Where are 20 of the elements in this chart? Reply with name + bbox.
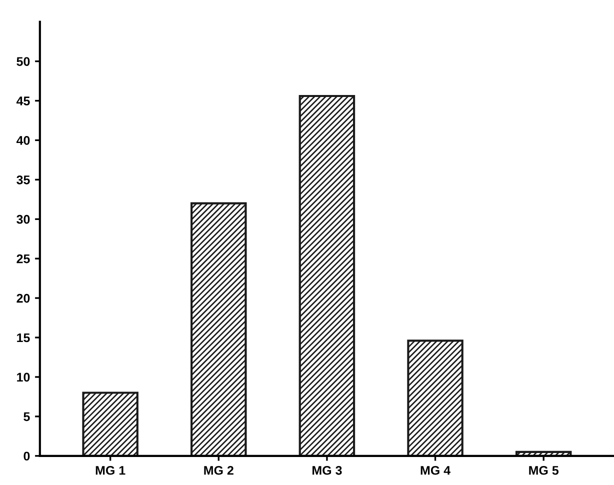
y-tick-label: 10: [17, 372, 30, 382]
bar: [298, 94, 356, 456]
y-tick-label: 30: [16, 214, 30, 224]
x-tick-label: MG 2: [204, 466, 234, 475]
x-tick-label: MG 5: [529, 466, 559, 475]
x-tick-label: MG 3: [312, 466, 342, 475]
y-tick-label: 45: [16, 96, 30, 106]
y-tick-label: 50: [16, 57, 30, 66]
y-tick-label: 40: [16, 136, 30, 145]
y-tick-label: 0: [24, 452, 30, 461]
bar: [82, 392, 138, 456]
y-tick-label: 35: [16, 175, 30, 184]
x-tick-label: MG 4: [420, 466, 450, 475]
y-tick-label: 5: [24, 412, 30, 422]
y-tick-label: 15: [17, 333, 30, 342]
bar: [407, 340, 464, 456]
bar: [190, 202, 247, 456]
y-tick-label: 25: [16, 254, 30, 264]
x-tick-label: MG 1: [96, 466, 126, 475]
y-tick-label: 20: [16, 294, 30, 303]
